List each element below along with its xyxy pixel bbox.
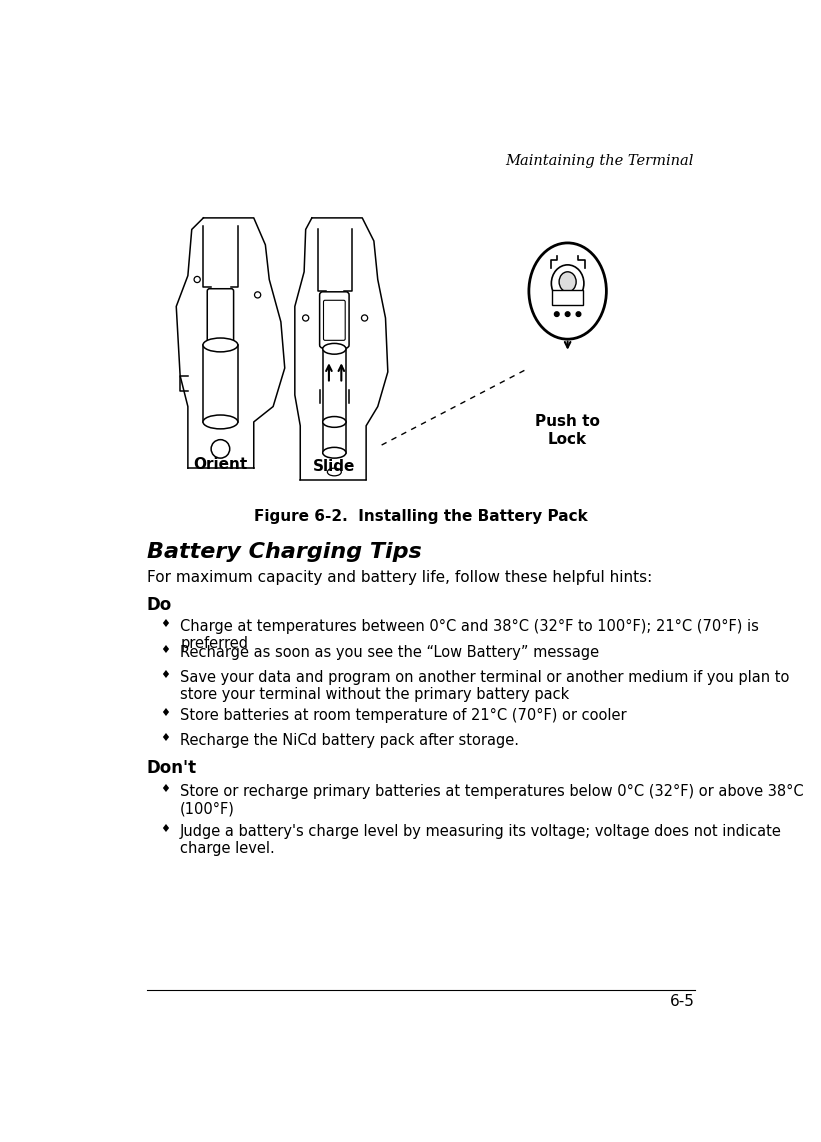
Circle shape	[554, 312, 559, 316]
Text: ♦: ♦	[159, 823, 170, 834]
Circle shape	[303, 315, 309, 321]
Circle shape	[566, 312, 570, 316]
FancyBboxPatch shape	[319, 292, 349, 348]
Circle shape	[255, 292, 261, 298]
Text: ♦: ♦	[159, 645, 170, 656]
Ellipse shape	[559, 272, 576, 292]
Ellipse shape	[328, 468, 342, 476]
Text: 6-5: 6-5	[670, 994, 695, 1010]
Text: Recharge as soon as you see the “Low Battery” message: Recharge as soon as you see the “Low Bat…	[180, 645, 599, 660]
Text: Judge a battery's charge level by measuring its voltage; voltage does not indica: Judge a battery's charge level by measur…	[180, 823, 782, 856]
Ellipse shape	[323, 448, 346, 458]
Text: ♦: ♦	[159, 733, 170, 743]
Text: Store or recharge primary batteries at temperatures below 0°C (32°F) or above 38: Store or recharge primary batteries at t…	[180, 783, 804, 817]
Text: Save your data and program on another terminal or another medium if you plan to
: Save your data and program on another te…	[180, 670, 790, 702]
Text: Slide: Slide	[313, 459, 355, 474]
Text: ♦: ♦	[159, 619, 170, 629]
Text: Figure 6-2.  Installing the Battery Pack: Figure 6-2. Installing the Battery Pack	[255, 509, 588, 524]
FancyBboxPatch shape	[323, 300, 345, 340]
Text: ♦: ♦	[159, 670, 170, 679]
Circle shape	[194, 276, 200, 282]
Text: Battery Charging Tips: Battery Charging Tips	[147, 542, 421, 562]
Text: Recharge the NiCd battery pack after storage.: Recharge the NiCd battery pack after sto…	[180, 733, 519, 748]
Ellipse shape	[552, 265, 584, 301]
Text: Orient: Orient	[193, 457, 248, 472]
Text: ♦: ♦	[159, 708, 170, 718]
Text: Do: Do	[147, 596, 172, 614]
Text: For maximum capacity and battery life, follow these helpful hints:: For maximum capacity and battery life, f…	[147, 570, 652, 585]
Ellipse shape	[323, 417, 346, 427]
Text: Charge at temperatures between 0°C and 38°C (32°F to 100°F); 21°C (70°F) is
pref: Charge at temperatures between 0°C and 3…	[180, 619, 759, 651]
Circle shape	[361, 315, 368, 321]
Text: Don't: Don't	[147, 759, 197, 778]
FancyBboxPatch shape	[207, 289, 234, 347]
Ellipse shape	[203, 338, 238, 352]
Ellipse shape	[323, 344, 346, 354]
Text: ♦: ♦	[159, 783, 170, 794]
Text: Maintaining the Terminal: Maintaining the Terminal	[505, 154, 693, 168]
Ellipse shape	[529, 243, 607, 339]
Circle shape	[211, 440, 230, 458]
FancyBboxPatch shape	[553, 290, 583, 305]
Text: Store batteries at room temperature of 21°C (70°F) or cooler: Store batteries at room temperature of 2…	[180, 708, 626, 723]
Circle shape	[576, 312, 580, 316]
Text: Push to
Lock: Push to Lock	[535, 415, 600, 447]
Ellipse shape	[203, 415, 238, 429]
